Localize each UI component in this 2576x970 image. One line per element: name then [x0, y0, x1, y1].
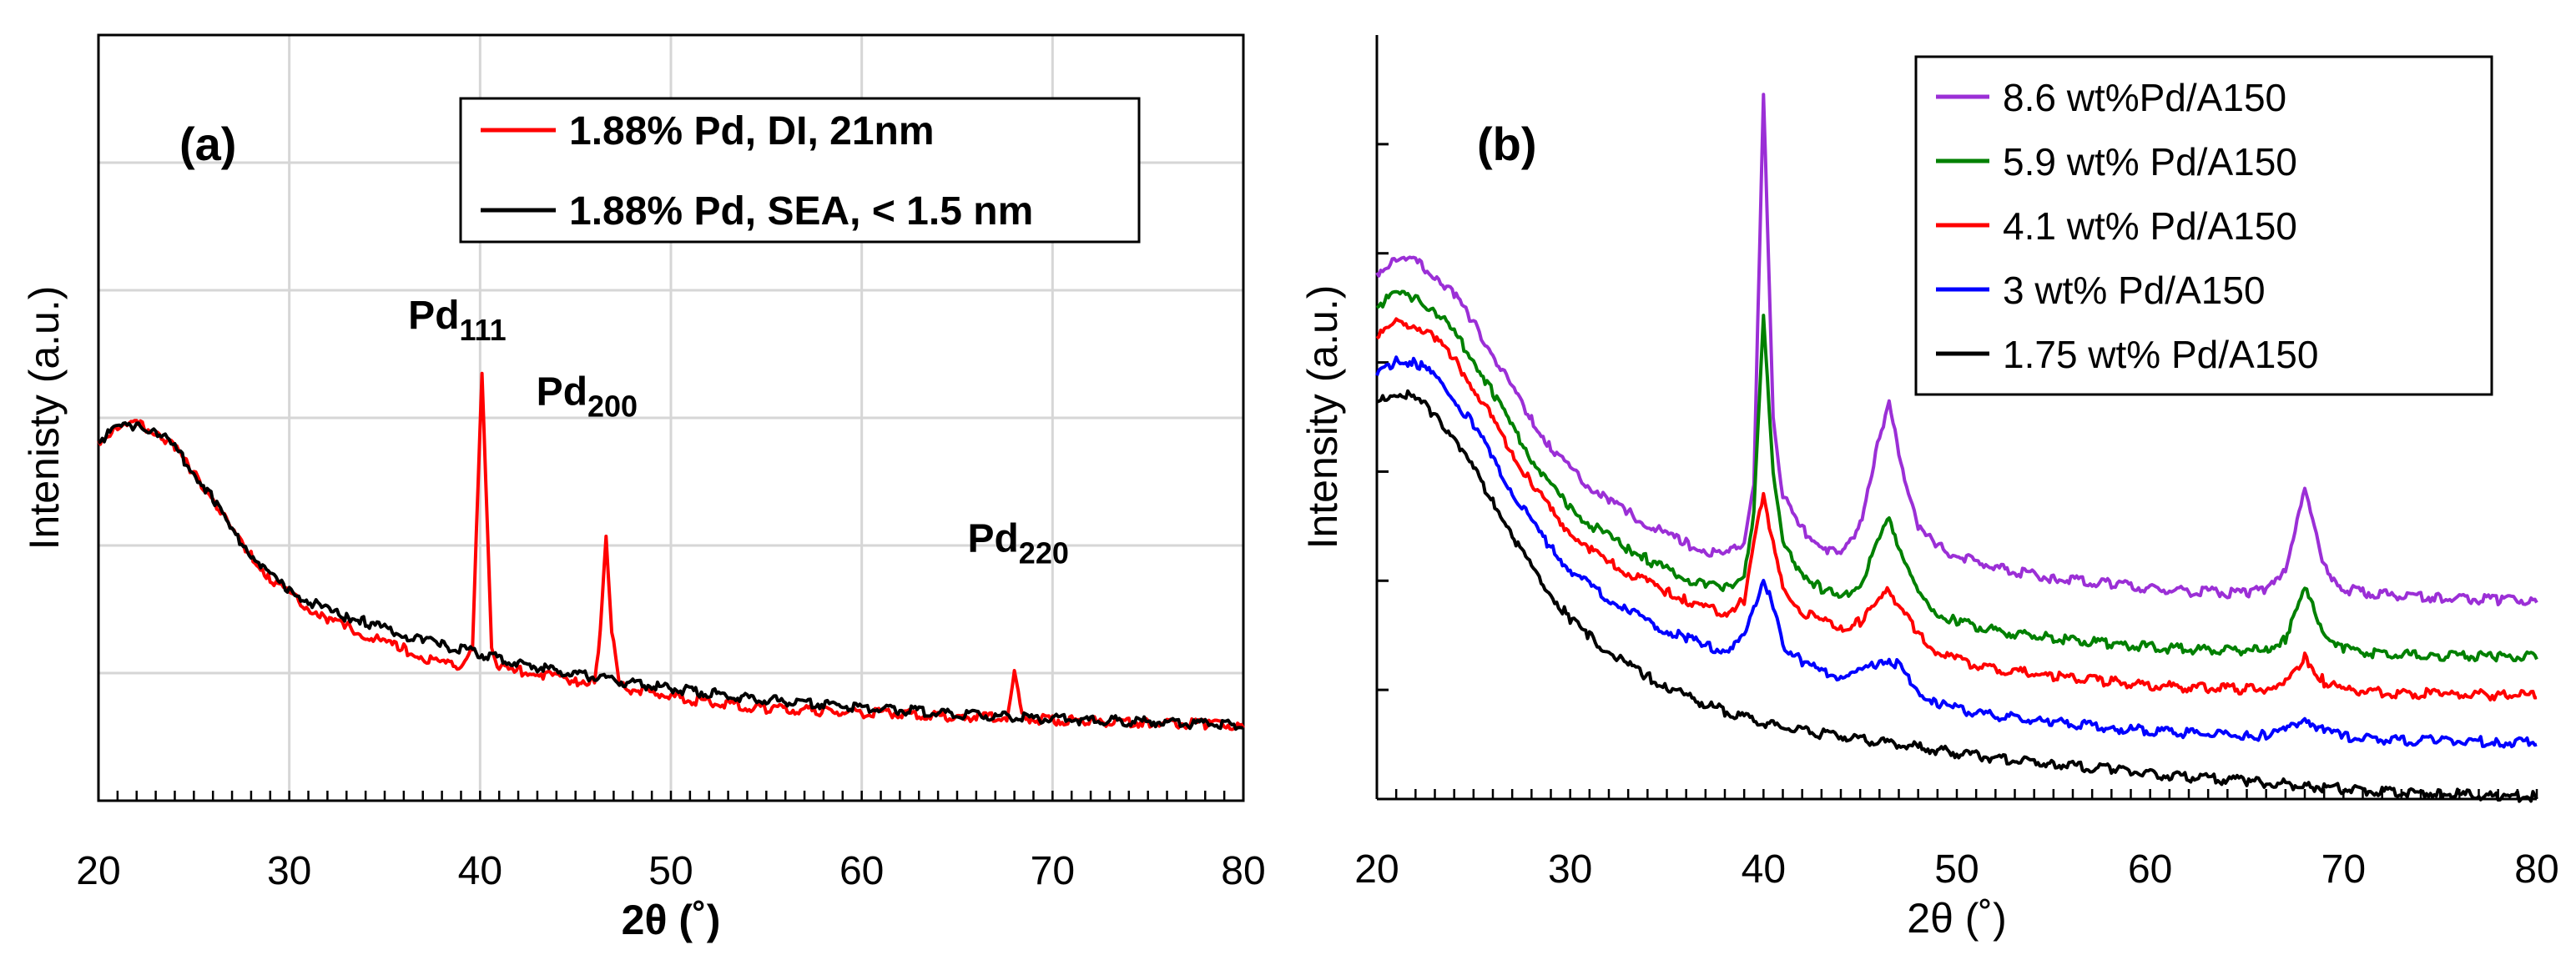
- x-tick-label: 80: [1221, 849, 1265, 893]
- panel-label: (b): [1477, 118, 1537, 170]
- x-axis-label-unit: (˚): [678, 897, 720, 943]
- peak-annotation-element: Pd: [967, 517, 1018, 561]
- legend-box: [459, 97, 1141, 244]
- peak-annotation: Pd220: [967, 517, 1068, 570]
- panel-a: 20 30 40 50 60 70 80 Intenisty (a.u.) 2θ (˚) (a) 1…: [21, 33, 1266, 943]
- x-axis-label: 2θ (˚): [622, 897, 721, 943]
- y-axis-label: Intensity (a.u.): [1299, 285, 1346, 550]
- panel-label: (a): [179, 118, 236, 170]
- legend-label-2: 4.1 wt% Pd/A150: [2003, 204, 2297, 248]
- panel-b: 20 30 40 50 60 70 80 Intensity (a.u.) 2θ (˚) (b) 8…: [1299, 35, 2559, 942]
- peak-annotation-index: 220: [1019, 536, 1069, 570]
- peak-annotation-index: 200: [587, 390, 638, 424]
- x-axis-label-symbol: 2θ: [1907, 895, 1965, 942]
- x-tick-label: 40: [458, 849, 502, 893]
- series-line-1: [97, 421, 1244, 731]
- x-tick-label: 70: [1031, 849, 1075, 893]
- peak-annotation: Pd200: [537, 370, 638, 424]
- legend-label-0: 1.88% Pd, DI, 21nm: [569, 109, 935, 153]
- peak-annotation-element: Pd: [408, 294, 459, 338]
- peak-annotation-index: 111: [460, 313, 507, 347]
- x-tick-label: 60: [2128, 847, 2172, 892]
- legend-label-1: 5.9 wt% Pd/A150: [2003, 140, 2297, 183]
- series-line-1: [1375, 289, 2538, 663]
- series-line-0: [1375, 93, 2538, 606]
- x-tick-label: 40: [1742, 847, 1786, 892]
- x-axis-label: 2θ (˚): [1907, 895, 2006, 942]
- peak-annotation: Pd111: [408, 294, 506, 347]
- x-tick-label: 20: [76, 849, 120, 893]
- x-tick-label: 80: [2514, 847, 2558, 892]
- legend-label-0: 8.6 wt%Pd/A150: [2003, 76, 2286, 119]
- x-tick-label: 20: [1354, 847, 1399, 892]
- legend-label-4: 1.75 wt% Pd/A150: [2003, 333, 2318, 376]
- x-axis-label-unit: (˚): [1965, 895, 2007, 942]
- legend-label-3: 3 wt% Pd/A150: [2003, 269, 2266, 312]
- legend-label-1: 1.88% Pd, SEA, < 1.5 nm: [569, 189, 1033, 234]
- x-tick-label: 50: [1934, 847, 1979, 892]
- y-axis-label: Intenisty (a.u.): [21, 286, 68, 550]
- series-line-2: [1375, 317, 2538, 702]
- x-tick-label: 70: [2321, 847, 2366, 892]
- x-tick-label: 30: [267, 849, 311, 893]
- series-line-4: [1376, 389, 2538, 803]
- x-tick-label: 50: [648, 849, 693, 893]
- x-tick-label: 30: [1548, 847, 1592, 892]
- series-line-3: [1375, 355, 2538, 749]
- x-axis-label-symbol: 2θ: [622, 897, 679, 943]
- legend-box: [1914, 55, 2493, 396]
- x-tick-label: 60: [839, 849, 884, 893]
- peak-annotation-element: Pd: [537, 370, 587, 415]
